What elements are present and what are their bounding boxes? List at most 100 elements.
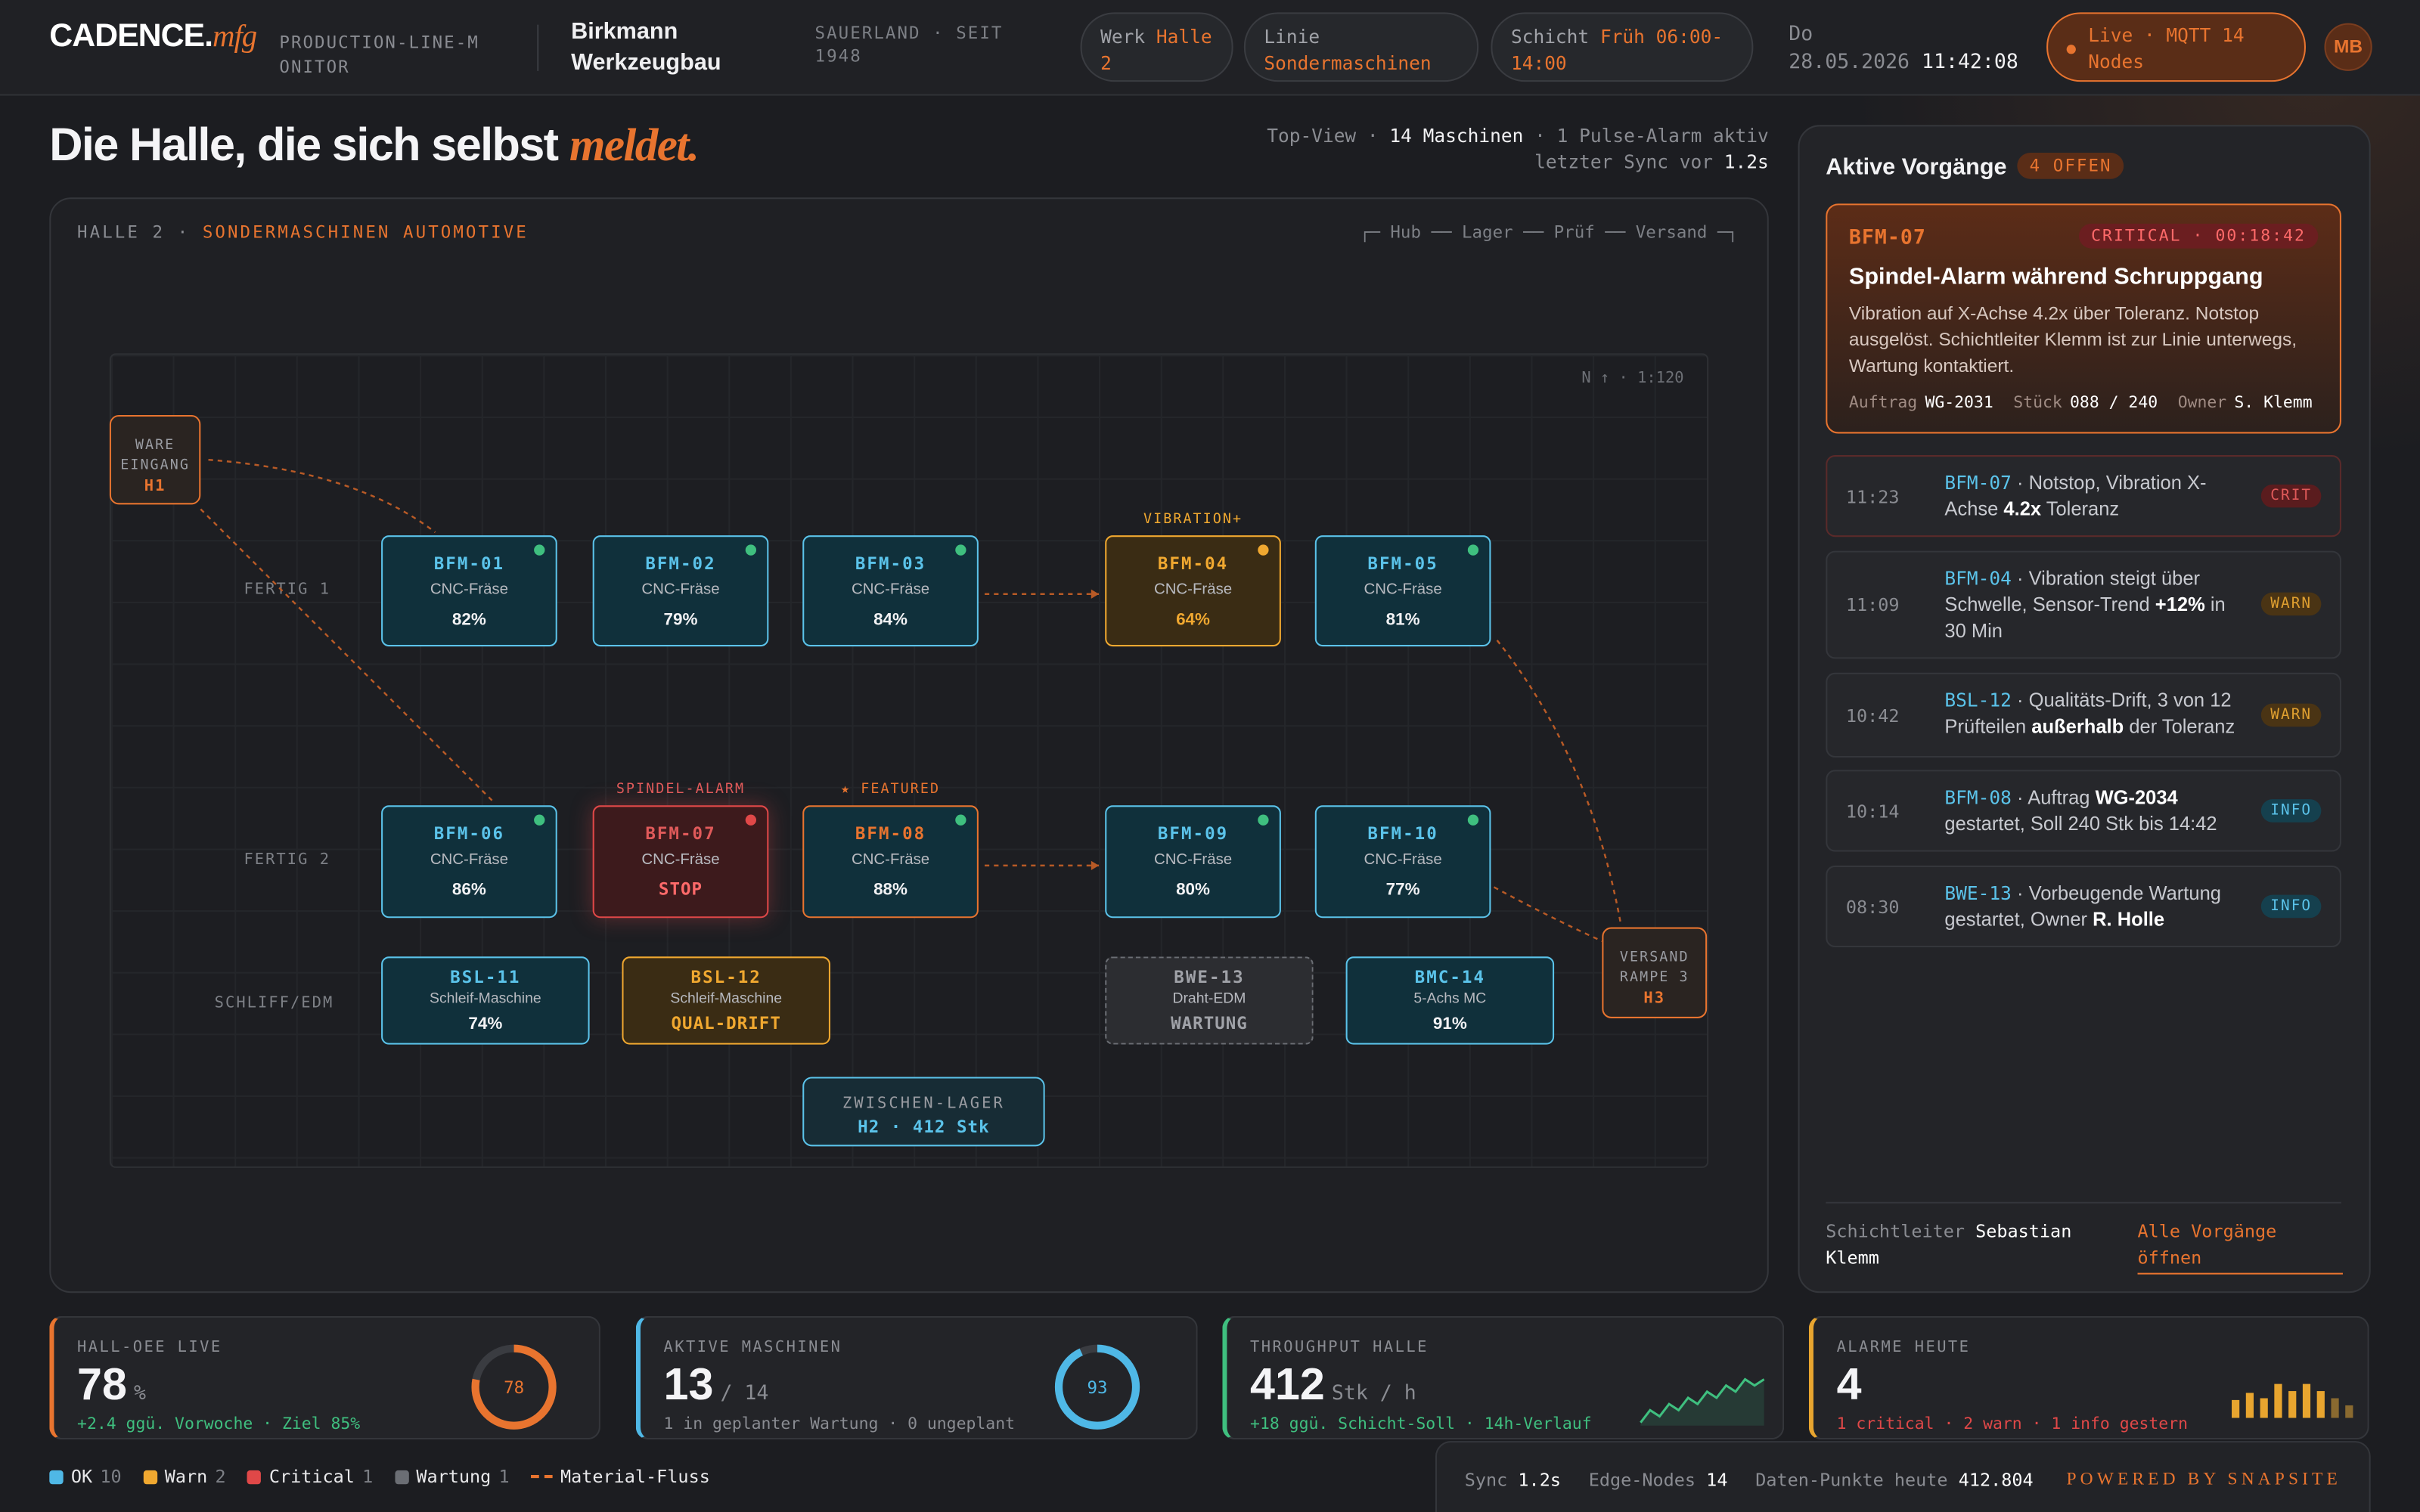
machine-value: 80% <box>1176 881 1211 900</box>
filter-pill[interactable]: Schicht Früh 06:00-14:00 <box>1491 12 1754 82</box>
sparkline-area <box>1640 1379 1764 1426</box>
time: 11:42:08 <box>1922 51 2018 74</box>
kpi-label: AKTIVE MASCHINEN <box>663 1339 842 1356</box>
event-row[interactable]: 10:14 BFM-08 · Auftrag WG-2034 gestartet,… <box>1826 770 2341 852</box>
brand-suffix: mfg <box>212 20 257 54</box>
kpi-number: 13 <box>663 1361 714 1411</box>
flow-arrow <box>1091 860 1100 871</box>
kpi-unit: % <box>133 1382 146 1406</box>
machine-card[interactable]: BFM-05 CNC-Fräse 81% <box>1314 535 1491 647</box>
alarm-bar <box>2274 1383 2282 1418</box>
filter-pill[interactable]: Linie Sondermaschinen <box>1243 12 1479 82</box>
event-part: · Vibration steigt über Schwelle, Sensor… <box>1944 568 2201 616</box>
machine-card[interactable]: BWE-13 Draht-EDM WARTUNG <box>1105 956 1314 1045</box>
event-part: 4.2x <box>2003 498 2042 520</box>
machine-card[interactable]: BSL-12 Schleif-Maschine QUAL-DRIFT <box>622 956 830 1045</box>
live-pill[interactable]: Live · MQTT 14 Nodes <box>2046 12 2306 82</box>
machine-tag: SPINDEL-ALARM <box>616 782 746 798</box>
buffer-info: H2 · 412 Stk <box>858 1117 990 1138</box>
donut-label: 93 <box>1087 1378 1108 1398</box>
inbound-hub: WARE EINGANG H1 <box>109 414 201 505</box>
machine-type: CNC-Fräse <box>851 851 930 869</box>
featured-event[interactable]: BFM-07 CRITICAL · 00:18:42 Spindel-Alarm w… <box>1826 203 2341 434</box>
compass: N ↑ · 1:120 <box>1581 370 1684 388</box>
alarm-bar <box>2260 1398 2268 1418</box>
event-row[interactable]: 10:42 BSL-12 · Qualitäts-Drift, 3 von 12 … <box>1826 672 2341 758</box>
machine-card[interactable]: BFM-03 CNC-Fräse 84% <box>802 535 979 647</box>
datetime: Do 28.05.2026 11:42:08 <box>1789 22 2018 77</box>
machine-card[interactable]: BFM-06 CNC-Fräse 86% <box>381 805 557 919</box>
machine-card[interactable]: BFM-04 CNC-Fräse 64% <box>1105 535 1281 647</box>
machine-card[interactable]: BMC-14 5-Achs MC 91% <box>1345 956 1555 1045</box>
floor-label-text: HALLE 2 · <box>77 222 191 243</box>
event-id: BFM-08 <box>1944 786 2012 809</box>
machine-value: WARTUNG <box>1171 1013 1248 1034</box>
machine-id: BFM-04 <box>1157 553 1229 575</box>
featured-tag: CRITICAL · 00:18:42 <box>2078 223 2319 249</box>
event-row[interactable]: 08:30 BWE-13 · Vorbeugende Wartung gestar… <box>1826 865 2341 948</box>
avatar[interactable]: MB <box>2324 23 2372 71</box>
kpi-note: +18 ggü. Schicht-Soll · 14h-Verlauf <box>1250 1414 1592 1433</box>
kpi-graphic <box>1640 1377 1765 1426</box>
meta-part: 14 Maschinen <box>1389 125 1524 147</box>
status-label: Sync <box>1464 1468 1508 1491</box>
material-flow <box>1493 886 1602 943</box>
meta-part: 1.2s <box>1723 151 1769 173</box>
event-part: +12% <box>2155 593 2205 616</box>
header: CADENCE.mfg PRODUCTION-LINE-MONITOR Birkma… <box>0 0 2420 96</box>
machine-card[interactable]: BFM-07 CNC-Fräse STOP <box>592 805 769 919</box>
pill-value: Sondermaschinen <box>1264 52 1432 74</box>
event-time: 10:14 <box>1845 800 1900 822</box>
event-text: BFM-07 · Notstop, Vibration X-Achse 4.2x… <box>1944 470 2247 522</box>
kpi-value: 412 Stk / h <box>1250 1361 1416 1411</box>
machine-type: CNC-Fräse <box>430 581 509 599</box>
event-row[interactable]: 11:09 BFM-04 · Vibration steigt über Schw… <box>1826 550 2341 659</box>
machine-card[interactable]: BFM-09 CNC-Fräse 80% <box>1105 805 1281 919</box>
date: 28.05.2026 <box>1789 51 1910 74</box>
legend-label: Material-Fluss <box>560 1465 710 1488</box>
legend-flow-swatch <box>531 1475 553 1479</box>
buffer: ZWISCHEN-LAGER H2 · 412 Stk <box>802 1077 1045 1147</box>
legend-count: 1 <box>362 1465 374 1488</box>
event-id: BFM-07 <box>1944 472 2012 494</box>
alarm-bar <box>2316 1391 2325 1418</box>
hub-code: H1 <box>144 478 166 496</box>
event-part: Toleranz <box>2041 498 2120 520</box>
machine-value: QUAL-DRIFT <box>671 1013 781 1034</box>
machine-value: 79% <box>663 611 698 630</box>
kpi-card: ALARME HEUTE 4 1 critical · 2 warn · 1 inf… <box>1808 1315 2369 1440</box>
floor-label-em: SONDERMASCHINEN AUTOMOTIVE <box>202 222 529 243</box>
event-tag: CRIT <box>2261 483 2322 507</box>
machine-id: BFM-08 <box>855 823 926 844</box>
machine-card[interactable]: BFM-01 CNC-Fräse 82% <box>381 535 557 647</box>
filter-pill[interactable]: Werk Halle 2 <box>1080 12 1233 82</box>
material-flow <box>1496 640 1622 923</box>
all-events-link[interactable]: Alle Vorgänge öffnen <box>2137 1219 2343 1275</box>
machine-card[interactable]: BFM-08 CNC-Fräse 88% <box>802 805 979 919</box>
machine-value: 81% <box>1385 611 1420 630</box>
kpi-label: HALL-OEE LIVE <box>77 1339 222 1356</box>
flow-arrow <box>1091 589 1100 599</box>
hub-code: H3 <box>1643 990 1666 1008</box>
event-row[interactable]: 11:23 BFM-07 · Notstop, Vibration X-Achse… <box>1826 455 2341 538</box>
legend-count: 10 <box>100 1465 122 1488</box>
alarm-bar <box>2232 1399 2240 1418</box>
machine-card[interactable]: BFM-10 CNC-Fräse 77% <box>1314 805 1491 919</box>
featured-title: Spindel-Alarm während Schruppgang <box>1848 263 2263 290</box>
machine-value: 91% <box>1432 1015 1467 1034</box>
machine-card[interactable]: BFM-02 CNC-Fräse 79% <box>592 535 769 647</box>
alarm-bar <box>2245 1393 2254 1418</box>
status-dot <box>1467 814 1479 826</box>
alarm-bar <box>2302 1383 2311 1418</box>
region: SAUERLAND · SEIT 1948 <box>814 23 1004 67</box>
legend-label: Warn <box>164 1465 208 1488</box>
panel-title: Aktive Vorgänge <box>1826 154 2007 181</box>
status-label: Daten-Punkte heute <box>1755 1468 1948 1491</box>
brand-name: CADENCE. <box>49 18 213 54</box>
kpi-card: AKTIVE MASCHINEN 13 / 14 1 in geplanter Wa… <box>635 1315 1198 1440</box>
status-dot <box>534 544 545 556</box>
machine-card[interactable]: BSL-11 Schleif-Maschine 74% <box>381 956 590 1045</box>
machine-id: BFM-09 <box>1157 823 1229 844</box>
machine-id: BSL-12 <box>690 967 762 988</box>
